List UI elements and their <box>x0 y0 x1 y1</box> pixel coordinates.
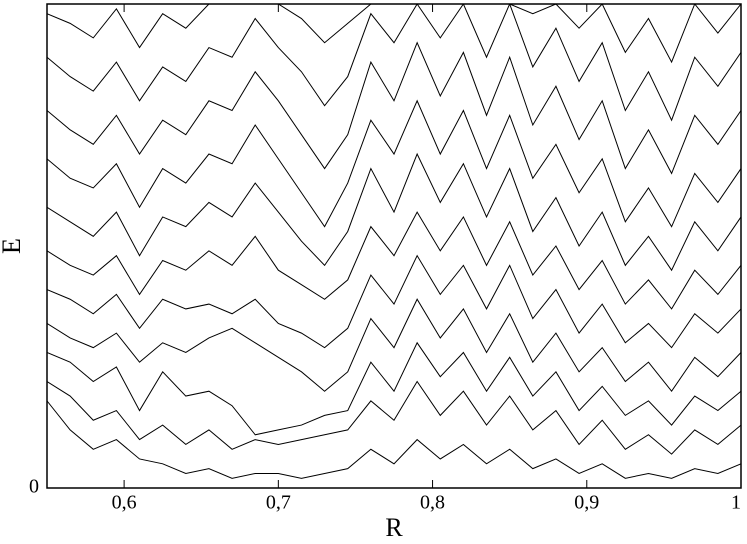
series-line <box>47 211 741 310</box>
series-line <box>47 254 741 349</box>
x-axis-title: R <box>385 513 403 542</box>
x-tick-label: 1 <box>731 492 741 514</box>
y-axis-title: E <box>0 238 26 254</box>
lines <box>47 4 741 479</box>
y-tick-label: 0 <box>29 476 39 498</box>
series-line <box>47 99 741 228</box>
x-tick-label: 0,8 <box>420 492 445 514</box>
series-line <box>47 380 741 455</box>
series-line <box>47 4 741 122</box>
series-line <box>47 152 741 272</box>
series-line <box>47 341 741 436</box>
series-line <box>47 41 741 175</box>
series-line <box>47 4 741 64</box>
x-tick-label: 0,6 <box>112 492 137 514</box>
series-line <box>47 298 741 393</box>
x-tick-label: 0,7 <box>266 492 291 514</box>
x-tick-label: 0,9 <box>574 492 599 514</box>
plot-frame <box>46 3 742 489</box>
series-line <box>47 400 741 479</box>
